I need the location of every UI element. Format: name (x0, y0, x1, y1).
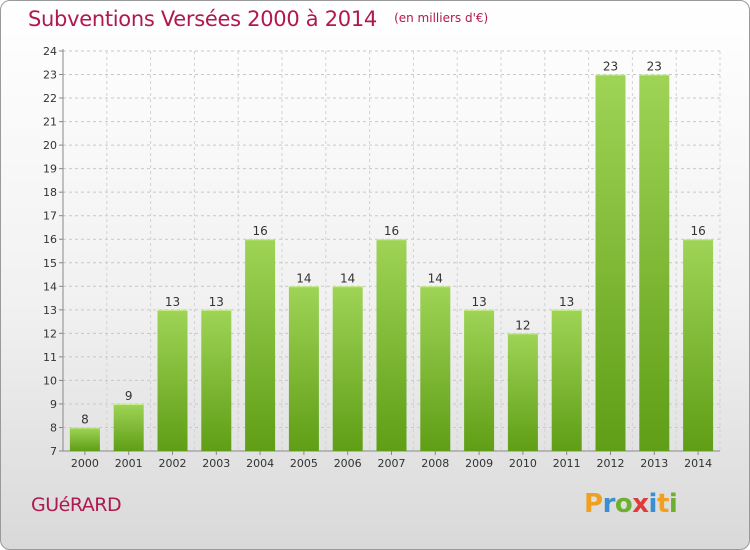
x-tick-label: 2014 (684, 457, 712, 470)
bar (464, 309, 495, 451)
bar (157, 309, 188, 451)
bar-value-label: 13 (209, 295, 224, 309)
y-tick-label: 24 (43, 45, 57, 58)
proxiti-logo: Proxiti (584, 489, 678, 519)
logo-letter: i (648, 489, 658, 519)
bar-value-label: 13 (471, 295, 486, 309)
bars (69, 74, 714, 451)
y-tick-label: 11 (43, 351, 57, 364)
logo-letter: r (602, 489, 616, 519)
logo-letter: P (584, 489, 603, 519)
y-tick-label: 23 (43, 69, 57, 82)
bar (420, 286, 451, 451)
y-tick-label: 14 (43, 280, 57, 293)
bar (245, 239, 276, 451)
bar (332, 286, 363, 451)
bar (201, 309, 232, 451)
chart-subtitle: (en milliers d'€) (394, 11, 489, 25)
chart-title: Subventions Versées 2000 à 2014 (28, 7, 377, 31)
x-tick-label: 2001 (115, 457, 143, 470)
y-tick-label: 13 (43, 304, 57, 317)
x-tick-label: 2003 (202, 457, 230, 470)
title-row: Subventions Versées 2000 à 2014 (en mill… (28, 7, 488, 31)
logo-letter: x (632, 489, 649, 519)
y-tick-label: 22 (43, 92, 57, 105)
bar (376, 239, 407, 451)
bar-value-label: 9 (125, 389, 133, 403)
bar-value-label: 13 (165, 295, 180, 309)
y-tick-label: 9 (50, 398, 57, 411)
x-tick-label: 2012 (597, 457, 625, 470)
bar (507, 333, 538, 451)
bar-value-label: 14 (296, 271, 311, 285)
bar (288, 286, 319, 451)
bar-value-label: 16 (384, 224, 399, 238)
y-tick-label: 21 (43, 116, 57, 129)
x-tick-label: 2005 (290, 457, 318, 470)
x-tick-label: 2009 (465, 457, 493, 470)
x-tick-label: 2013 (640, 457, 668, 470)
labels: 7 8 9 10 11 12 13 14 15 16 17 18 19 20 21 22 23 24 8 2000 9 2… (43, 45, 712, 470)
x-tick-label: 2007 (378, 457, 406, 470)
y-tick-label: 19 (43, 163, 57, 176)
x-tick-label: 2002 (159, 457, 187, 470)
bar-value-label: 23 (647, 60, 662, 74)
x-tick-label: 2006 (334, 457, 362, 470)
y-tick-label: 12 (43, 327, 57, 340)
y-tick-label: 16 (43, 233, 57, 246)
logo-letter: o (614, 489, 633, 519)
y-tick-label: 20 (43, 139, 57, 152)
y-tick-label: 10 (43, 374, 57, 387)
y-tick-label: 15 (43, 257, 57, 270)
y-tick-label: 18 (43, 186, 57, 199)
y-tick-label: 7 (50, 445, 57, 458)
bar-value-label: 14 (340, 271, 355, 285)
bar-value-label: 8 (81, 412, 89, 426)
bar (683, 239, 714, 451)
bar-value-label: 14 (428, 271, 443, 285)
y-tick-label: 8 (50, 421, 57, 434)
bar (113, 403, 144, 451)
bar-value-label: 13 (559, 295, 574, 309)
x-tick-label: 2011 (553, 457, 581, 470)
bar-value-label: 16 (252, 224, 267, 238)
logo-letter: t (656, 489, 669, 519)
x-tick-label: 2000 (71, 457, 99, 470)
x-tick-label: 2010 (509, 457, 537, 470)
logo-letter: i (668, 489, 678, 519)
bar (69, 427, 100, 451)
bar-value-label: 23 (603, 60, 618, 74)
commune-name: GUéRARD (31, 494, 122, 516)
bar (551, 309, 582, 451)
x-tick-label: 2008 (421, 457, 449, 470)
bar-value-label: 12 (515, 318, 530, 332)
bar-value-label: 16 (690, 224, 705, 238)
bar (639, 74, 670, 451)
bar (595, 74, 626, 451)
x-tick-label: 2004 (246, 457, 274, 470)
y-tick-label: 17 (43, 210, 57, 223)
